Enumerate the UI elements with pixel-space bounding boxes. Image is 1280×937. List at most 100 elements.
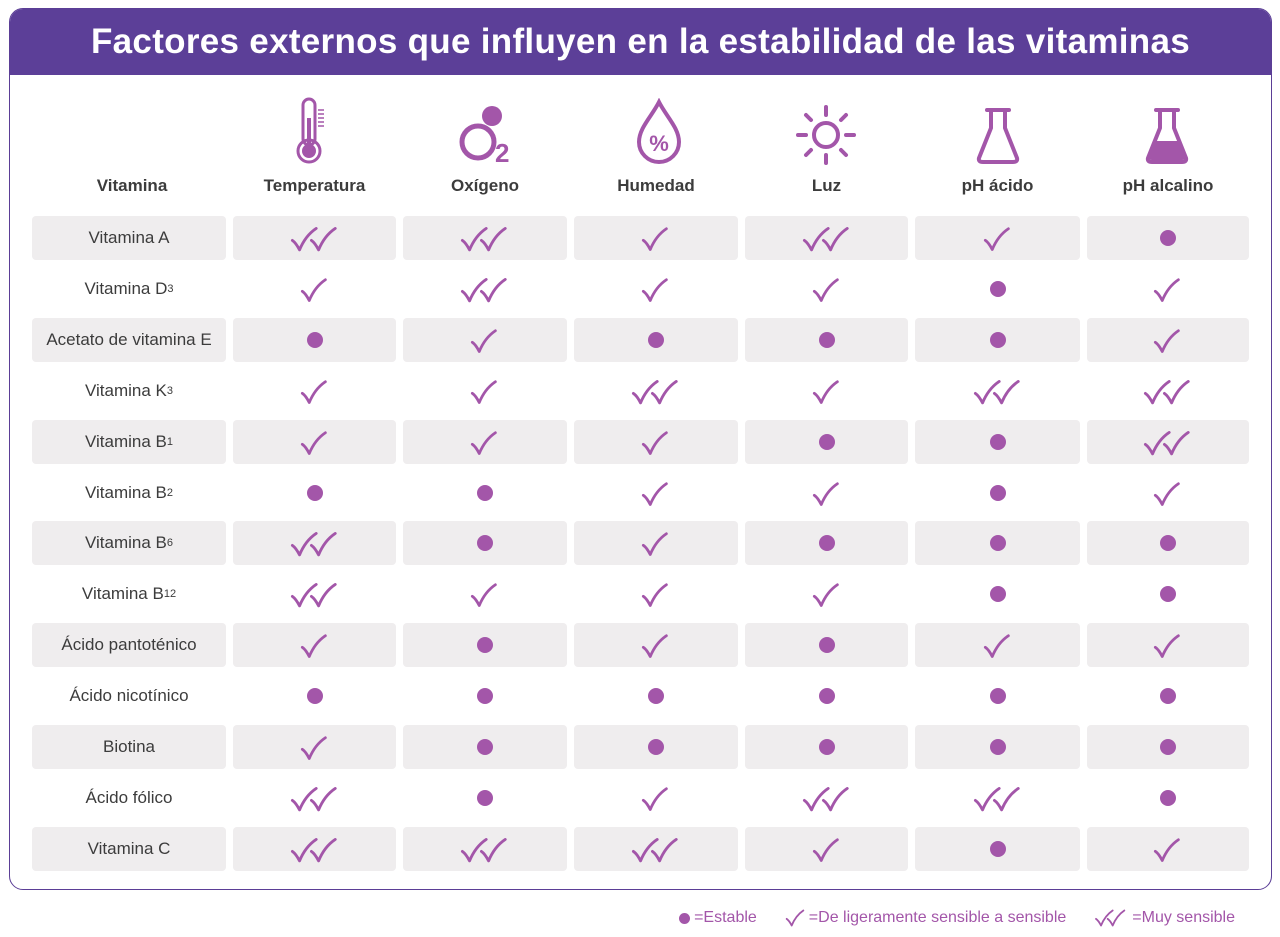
sensitivity-mark [574,725,738,769]
dot-icon [989,535,1006,552]
dot-icon [1160,535,1176,552]
table-row: Vitamina C [0,826,1280,871]
sensitivity-mark [745,776,908,820]
check-icon [1153,329,1180,353]
vitamin-name-text: Ácido nicotínico [69,686,189,706]
sensitivity-mark [1087,420,1249,464]
sensitivity-mark [745,267,908,311]
column-header-temperatura: Temperatura [263,176,366,195]
svg-text:2: 2 [495,138,509,166]
dot-icon [1160,586,1176,603]
legend-sensitive-label: =De ligeramente sensible a sensible [808,909,1067,926]
sensitivity-mark [574,267,738,311]
sensitivity-mark [1087,827,1249,871]
dot-icon [306,484,323,501]
sensitivity-mark [1087,521,1249,565]
sensitivity-mark [915,267,1080,311]
sensitivity-mark [915,369,1080,413]
vitamin-name: Ácido fólico [32,776,226,820]
sensitivity-mark [1087,572,1249,616]
dot-icon [477,739,493,755]
check-icon [1153,481,1180,506]
double-check-icon [802,227,849,252]
double-check-icon [290,786,337,812]
value-cell [233,216,396,260]
sensitivity-mark [745,216,908,260]
vitamin-cell [32,216,226,260]
dot-icon [818,433,835,450]
check-icon [300,634,327,659]
sensitivity-mark [574,471,738,515]
double-check-icon [290,583,337,608]
dot-icon [477,637,493,654]
vitamin-name: Ácido pantoténico [32,623,226,667]
dot-icon [477,484,493,501]
vitamin-subscript: 12 [163,588,177,601]
value-cell [1087,419,1249,464]
dot-icon [1160,688,1176,705]
sensitivity-mark [1087,471,1249,515]
vitamin-name-text: Vitamina D [84,278,168,298]
check-icon [300,278,327,302]
legend-stable-label: =Estable [694,909,757,926]
check-icon [983,634,1010,659]
sensitivity-mark [403,521,567,565]
dot-icon [648,739,664,755]
vitamin-name-text: Vitamina A [88,228,170,247]
vitamin-name: Vitamina B 12 [32,572,226,616]
vitamin-cell [32,725,226,769]
sensitivity-mark [745,623,908,667]
vitamin-name-text: Vitamina B [84,533,167,553]
table-row: Acetato de vitamina E [0,317,1280,362]
sensitivity-mark [1087,267,1249,311]
sensitivity-mark [403,318,567,362]
sensitivity-mark [745,725,908,769]
column-header-vitamin: Vitamina [96,176,168,195]
value-cell [403,826,567,871]
legend-sensitive: =De ligeramente sensible a sensible [785,908,1066,928]
dot-icon [989,688,1006,705]
table-row: Vitamina A [0,216,1280,260]
double-check-icon [290,837,337,863]
vitamin-cell [32,317,226,362]
vitamin-cell [32,623,226,668]
value-cell [745,216,908,260]
sensitivity-mark [745,827,908,871]
dot-icon [989,331,1006,348]
sensitivity-mark [915,216,1080,260]
dot-icon [648,688,664,705]
humidity-drop-icon: % [636,98,682,164]
check-icon [641,583,668,608]
sensitivity-mark [745,318,908,362]
sensitivity-mark [233,623,396,667]
check-icon [470,380,497,404]
double-check-icon [973,786,1020,812]
sensitivity-mark [574,776,738,820]
sensitivity-mark [574,674,738,718]
sensitivity-mark [745,572,908,616]
sensitivity-mark [233,776,396,820]
dot-icon [648,331,664,348]
sensitivity-mark [574,420,738,464]
check-icon [641,278,668,302]
flask-empty-icon [976,108,1020,164]
dot-icon [989,840,1006,857]
double-check-icon [1143,430,1190,455]
table-row: Biotina [0,725,1280,769]
column-header-ph-alcalino: pH alcalino [1122,176,1214,195]
table-row: Vitamina B 12 [0,572,1280,616]
vitamin-name-text: Ácido fólico [85,787,173,807]
vitamin-name-text: Ácido pantoténico [61,635,197,655]
check-icon [641,532,668,557]
sensitivity-mark [574,521,738,565]
legend-very-sensitive-label: =Muy sensible [1132,909,1235,926]
sensitivity-mark [1087,216,1249,260]
sensitivity-mark [233,572,396,616]
sensitivity-mark [403,623,567,667]
vitamin-name-text: Vitamina B [81,584,164,604]
sensitivity-mark [915,521,1080,565]
